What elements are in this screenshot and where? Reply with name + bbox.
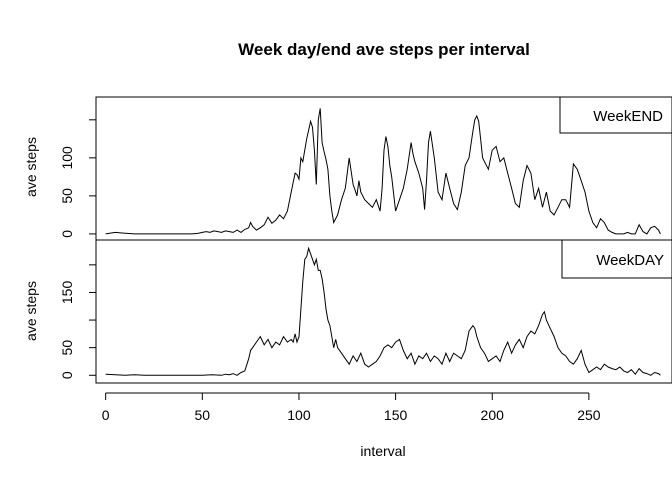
- y-tick-label: 0: [59, 371, 75, 379]
- x-tick-label: 50: [195, 407, 211, 423]
- y-axis-label: ave steps: [23, 137, 39, 197]
- x-tick-label: 150: [384, 407, 408, 423]
- x-tick-label: 0: [102, 407, 110, 423]
- y-tick-label: 0: [59, 230, 75, 238]
- legend: WeekDAY: [561, 239, 672, 279]
- series-line-weekend: [105, 108, 661, 235]
- legend-box: [559, 96, 672, 134]
- x-tick-label: 100: [287, 407, 311, 423]
- x-axis-label: interval: [360, 443, 405, 459]
- y-tick-label: 100: [59, 146, 75, 170]
- legend: WeekEND: [559, 96, 672, 134]
- legend-box: [561, 239, 672, 279]
- y-tick-label: 50: [59, 188, 75, 204]
- legend-entry: WeekDAY: [596, 252, 664, 269]
- x-tick-label: 200: [481, 407, 505, 423]
- panel-weekend: 0 50 100 ave steps WeekEND: [23, 96, 672, 241]
- legend-entry: WeekEND: [593, 108, 663, 125]
- x-tick-label: 250: [577, 407, 601, 423]
- panel-weekday: 0 50 150 ave steps WeekDAY: [23, 239, 672, 384]
- chart-title: Week day/end ave steps per interval: [238, 40, 530, 59]
- y-axis-label: ave steps: [23, 281, 39, 341]
- series-line-weekday: [105, 246, 661, 376]
- y-tick-label: 50: [59, 340, 75, 356]
- x-axis: 0 50 100 150 200 250: [102, 392, 601, 423]
- panel-frame: [95, 239, 672, 384]
- y-axis: 0 50 100: [59, 119, 96, 238]
- y-tick-label: 150: [59, 281, 75, 305]
- y-axis: 0 50 150: [59, 264, 96, 379]
